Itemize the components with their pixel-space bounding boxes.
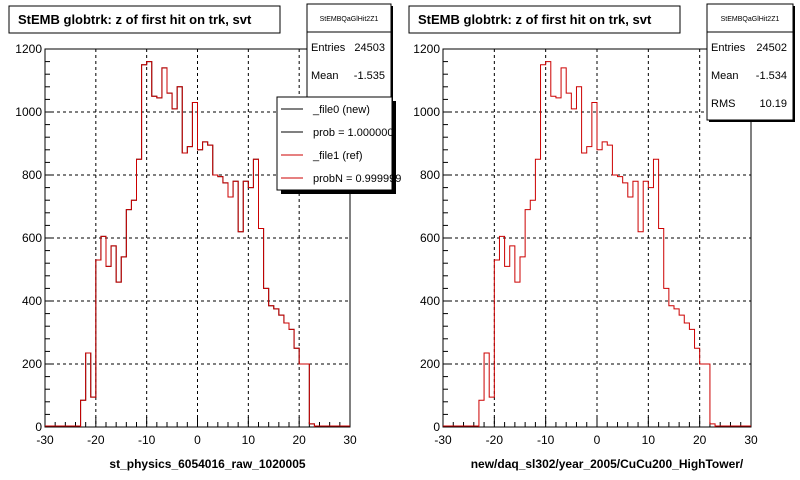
stats-box bbox=[306, 3, 392, 101]
y-tick-label: 0 bbox=[433, 420, 440, 434]
y-tick-label: 1000 bbox=[15, 105, 42, 119]
x-axis-label: st_physics_6054016_raw_1020005 bbox=[109, 457, 305, 471]
stats-label: Entries bbox=[311, 42, 346, 54]
legend-label-2: prob = 1.000000 bbox=[313, 127, 393, 139]
x-tick-label: 30 bbox=[343, 433, 357, 447]
title-box bbox=[408, 5, 681, 34]
legend-box bbox=[276, 96, 393, 191]
x-tick-label: 20 bbox=[693, 433, 707, 447]
chart-title: StEMB globtrk: z of first hit on trk, sv… bbox=[418, 12, 652, 27]
x-tick-label: -10 bbox=[138, 433, 156, 447]
stats-value: 24503 bbox=[354, 42, 385, 54]
y-tick-label: 800 bbox=[22, 168, 42, 182]
y-tick-label: 600 bbox=[420, 231, 440, 245]
histogram-series-1 bbox=[478, 61, 716, 427]
title-box bbox=[8, 5, 281, 34]
x-tick-label: -20 bbox=[87, 433, 105, 447]
stats-box-name: StEMBQaGlHit2Z1 bbox=[320, 16, 379, 23]
x-tick-label: 20 bbox=[292, 433, 306, 447]
stats-box-name: StEMBQaGlHit2Z1 bbox=[721, 16, 780, 23]
legend-label-4: probN = 0.999999 bbox=[313, 173, 401, 185]
x-tick-label: 10 bbox=[242, 433, 256, 447]
stats-box bbox=[706, 3, 794, 121]
y-tick-label: 400 bbox=[22, 294, 42, 308]
x-tick-label: -20 bbox=[486, 433, 504, 447]
x-tick-label: -30 bbox=[434, 433, 452, 447]
chart-title: StEMB globtrk: z of first hit on trk, sv… bbox=[18, 12, 252, 27]
y-tick-label: 800 bbox=[420, 168, 440, 182]
legend-label-3: _file1 (ref) bbox=[312, 150, 363, 162]
x-tick-label: 0 bbox=[594, 433, 601, 447]
x-tick-label: -30 bbox=[36, 433, 54, 447]
axis-ticks bbox=[442, 48, 752, 428]
legend: _file0 (new) prob = 1.000000 _file1 (ref) p… bbox=[276, 96, 401, 191]
y-tick-label: 400 bbox=[420, 294, 440, 308]
legend-label-1: _file0 (new) bbox=[312, 104, 370, 116]
y-tick-label: 600 bbox=[22, 231, 42, 245]
y-tick-label: 1000 bbox=[413, 105, 440, 119]
stats-value: 10.19 bbox=[759, 98, 787, 110]
y-tick-label: 1200 bbox=[413, 42, 440, 56]
x-tick-label: 10 bbox=[642, 433, 656, 447]
stats-value: -1.534 bbox=[756, 70, 787, 82]
y-tick-label: 200 bbox=[420, 357, 440, 371]
stats-label: Mean bbox=[711, 70, 739, 82]
y-tick-label: 200 bbox=[22, 357, 42, 371]
stats-label: Entries bbox=[711, 42, 746, 54]
x-tick-label: -10 bbox=[537, 433, 555, 447]
stats-label: RMS bbox=[711, 98, 735, 110]
x-tick-label: 0 bbox=[194, 433, 201, 447]
y-tick-label: 1200 bbox=[15, 42, 42, 56]
y-tick-label: 0 bbox=[35, 420, 42, 434]
histogram-series-2 bbox=[80, 61, 315, 427]
histogram-panel-1: -30 -20 -10 0 10 20 30 0 200 400 600 800 1000 1200 StE… bbox=[8, 3, 401, 471]
x-axis-label: new/daq_sl302/year_2005/CuCu200_HighTowe… bbox=[471, 457, 744, 471]
stats-value: 24502 bbox=[756, 42, 787, 54]
x-tick-label: 30 bbox=[744, 433, 758, 447]
stats-label: Mean bbox=[311, 70, 339, 82]
histogram-panel-2: -30 -20 -10 0 10 20 30 0 200 400 600 800 1000 1200 StE… bbox=[408, 3, 795, 471]
stats-value: -1.535 bbox=[354, 70, 385, 82]
